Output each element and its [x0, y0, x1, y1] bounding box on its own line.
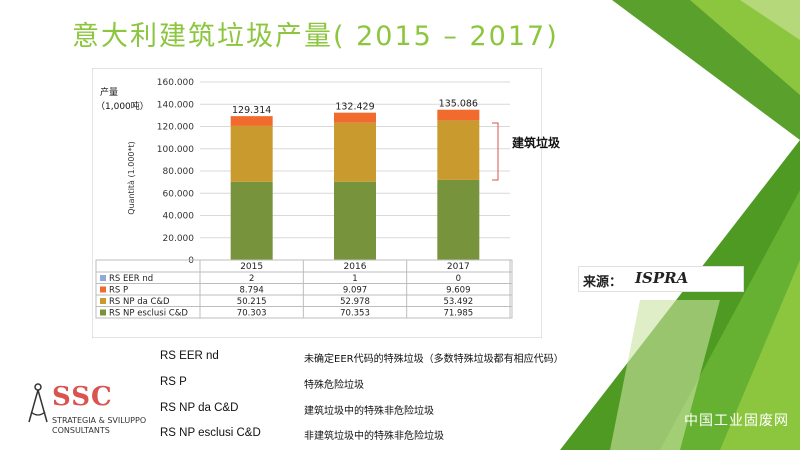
source-value: ISPRA [635, 269, 689, 287]
bar-segment [437, 120, 480, 180]
green-facet-light [720, 260, 800, 450]
stacked-bar-chart: 0 20.000 40.000 60.000 80.000 100.000 120.000 1… [92, 68, 542, 338]
legend-swatch [100, 275, 106, 281]
legend-entry: RS NP esclusi C&D [109, 309, 188, 319]
data-table-frame [95, 259, 513, 319]
data-label: 53.492 [443, 297, 473, 307]
x-tick-label: 2017 [447, 262, 470, 272]
data-label: 50.215 [237, 297, 267, 307]
watermark: 中国工业固废网 [684, 413, 789, 429]
bar-segment [334, 112, 376, 123]
y-tick-label: 20.000 [163, 234, 195, 244]
compass-icon [28, 383, 48, 423]
legend-entry: RS EER nd [109, 274, 153, 284]
data-label: 52.978 [340, 297, 370, 307]
legend-entry: RS P [109, 286, 128, 296]
logo-line-2: CONSULTANTS [52, 426, 110, 435]
bar-segment [230, 181, 273, 260]
bar-total-label: 135.086 [439, 99, 478, 110]
green-facet-pale [610, 300, 720, 450]
bar-segment [437, 179, 480, 260]
legend-code: RS EER nd [160, 350, 219, 362]
y-axis-label: Quantità (1.000*t) [127, 141, 136, 215]
bar-segment [230, 125, 273, 182]
logo-wordmark: SSC [52, 382, 113, 412]
y-tick-label: 140.000 [157, 100, 194, 110]
data-label: 9.097 [343, 286, 367, 296]
y-tick-label: 120.000 [157, 123, 194, 133]
legend-code: RS NP da C&D [160, 402, 239, 414]
data-label: 9.609 [446, 286, 470, 296]
legend-desc: 建筑垃圾中的特殊非危险垃圾 [304, 406, 434, 417]
legend-code: RS NP esclusi C&D [160, 427, 261, 439]
legend-desc: 非建筑垃圾中的特殊非危险垃圾 [304, 431, 444, 442]
y-tick-label: 0 [188, 256, 194, 266]
green-stripe-light-2 [740, 0, 800, 40]
data-label: 71.985 [443, 309, 473, 319]
bar-segment [230, 116, 273, 126]
bar-segment [437, 109, 480, 121]
green-stripe-light [690, 0, 800, 95]
bar-total-label: 129.314 [232, 105, 271, 116]
bar-segment [334, 181, 376, 260]
x-tick-label: 2015 [240, 262, 263, 272]
unit-label-line1: 产量 [100, 86, 118, 98]
logo-line-1: STRATEGIA & SVILUPPO [52, 416, 147, 425]
legend-swatch [100, 309, 106, 316]
x-tick-label: 2016 [344, 262, 367, 272]
bar-segment [334, 122, 376, 182]
legend-desc: 未确定EER代码的特殊垃圾（多数特殊垃圾都有相应代码） [304, 354, 564, 365]
construction-waste-annotation: 建筑垃圾 [512, 136, 561, 150]
data-label: 70.353 [340, 309, 370, 319]
data-label: 8.794 [239, 286, 263, 296]
y-tick-label: 100.000 [157, 145, 194, 155]
legend-swatch [100, 298, 106, 304]
legend-desc: 特殊危险垃圾 [304, 380, 364, 391]
green-stripe-top [612, 0, 800, 140]
data-label: 0 [456, 274, 461, 284]
unit-label-line2: （1,000吨） [96, 100, 149, 112]
slide-title: 意大利建筑垃圾产量( 2015 – 2017) [72, 21, 559, 52]
y-tick-label: 60.000 [163, 189, 195, 199]
company-logo: SSC STRATEGIA & SVILUPPO CONSULTANTS [26, 380, 156, 440]
data-label: 70.303 [237, 309, 267, 319]
data-label: 2 [249, 274, 254, 284]
bar-total-label: 132.429 [335, 102, 374, 113]
y-tick-label: 40.000 [163, 212, 195, 222]
source-box: 来源： ISPRA [578, 266, 744, 292]
data-label: 1 [352, 274, 357, 284]
source-label: 来源： [583, 275, 623, 290]
bracket [492, 122, 499, 181]
legend-code: RS P [160, 376, 187, 388]
legend-entry: RS NP da C&D [109, 297, 170, 307]
y-tick-label: 80.000 [163, 167, 195, 177]
y-tick-label: 160.000 [157, 78, 194, 88]
legend-swatch [100, 286, 106, 293]
